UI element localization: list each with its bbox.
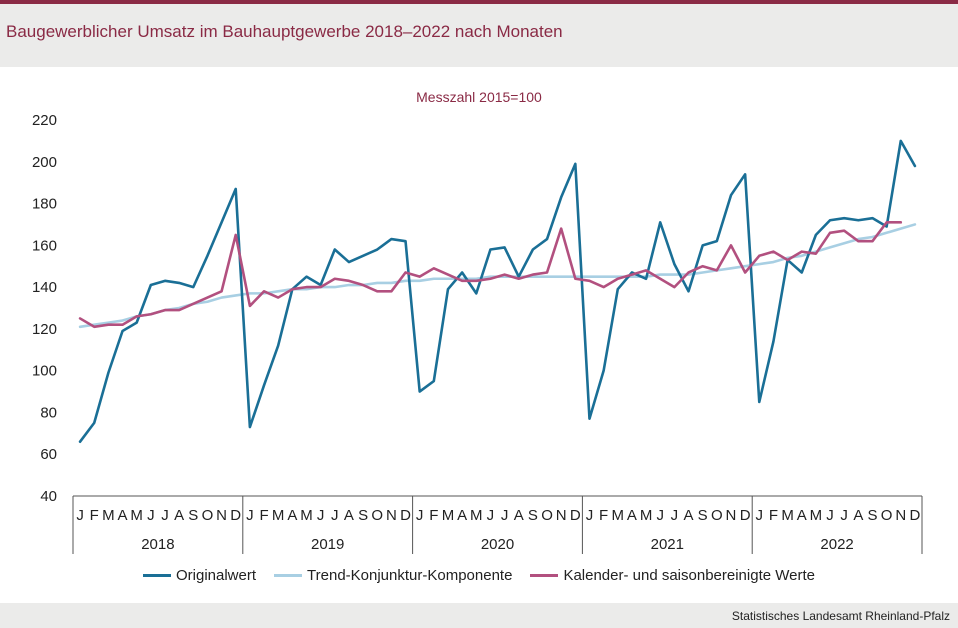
month-tick-label: A: [853, 507, 863, 524]
source-note: Statistisches Landesamt Rheinland-Pfalz: [731, 609, 950, 623]
top-accent-bar: [0, 0, 958, 4]
legend-label-trend: Trend-Konjunktur-Komponente: [307, 567, 513, 584]
y-tick-label: 220: [32, 112, 57, 129]
month-tick-label: S: [867, 507, 877, 524]
legend-item-seasonal: Kalender- und saisonbereinigte Werte: [530, 567, 815, 584]
month-tick-label: M: [442, 507, 455, 524]
year-tick-label: 2018: [141, 536, 174, 553]
month-tick-label: N: [895, 507, 906, 524]
month-tick-label: S: [528, 507, 538, 524]
month-tick-label: J: [76, 507, 84, 524]
month-tick-label: F: [429, 507, 438, 524]
chart-legend: Originalwert Trend-Konjunktur-Komponente…: [0, 567, 958, 584]
month-tick-label: A: [514, 507, 524, 524]
month-tick-label: J: [501, 507, 509, 524]
month-tick-label: S: [358, 507, 368, 524]
year-tick-label: 2020: [481, 536, 514, 553]
month-tick-label: J: [826, 507, 834, 524]
month-tick-label: M: [781, 507, 794, 524]
chart-subtitle: Messzahl 2015=100: [416, 89, 542, 105]
month-tick-label: J: [317, 507, 325, 524]
month-tick-label: J: [671, 507, 679, 524]
month-tick-label: M: [300, 507, 313, 524]
month-tick-label: N: [386, 507, 397, 524]
y-tick-label: 120: [32, 321, 57, 338]
chart-panel: Messzahl 2015=100 40 60 80 100 120 140 160 180 2…: [0, 67, 958, 603]
legend-item-original: Originalwert: [143, 567, 256, 584]
y-tick-label: 40: [40, 488, 57, 505]
month-tick-label: M: [102, 507, 115, 524]
page-title: Baugewerblicher Umsatz im Bauhauptgewerb…: [6, 22, 563, 41]
month-tick-label: M: [470, 507, 483, 524]
legend-swatch-trend: [274, 574, 303, 577]
legend-swatch-seasonal: [530, 574, 559, 577]
month-tick-label: J: [656, 507, 664, 524]
month-tick-label: F: [599, 507, 608, 524]
month-tick-label: N: [216, 507, 227, 524]
legend-label-original: Originalwert: [176, 567, 257, 584]
month-tick-label: J: [416, 507, 424, 524]
series-line-seasonal: [78, 221, 903, 329]
month-tick-label: A: [118, 507, 128, 524]
month-tick-label: J: [487, 507, 495, 524]
month-tick-label: M: [612, 507, 625, 524]
month-tick-label: J: [161, 507, 169, 524]
month-tick-label: O: [371, 507, 383, 524]
month-tick-label: A: [684, 507, 694, 524]
y-tick-label: 100: [32, 363, 57, 380]
month-tick-label: M: [130, 507, 143, 524]
legend-label-seasonal: Kalender- und saisonbereinigte Werte: [563, 567, 815, 584]
year-tick-label: 2019: [311, 536, 344, 553]
month-tick-label: D: [230, 507, 241, 524]
month-tick-label: D: [570, 507, 581, 524]
y-tick-label: 180: [32, 196, 57, 213]
month-tick-label: M: [640, 507, 653, 524]
month-tick-label: A: [174, 507, 184, 524]
y-tick-label: 160: [32, 237, 57, 254]
month-tick-label: A: [344, 507, 354, 524]
month-tick-label: M: [810, 507, 823, 524]
y-tick-label: 200: [32, 154, 57, 171]
y-tick-label: 140: [32, 279, 57, 296]
month-tick-label: O: [541, 507, 553, 524]
y-tick-label: 80: [40, 404, 57, 421]
month-tick-label: A: [457, 507, 467, 524]
month-tick-label: O: [881, 507, 893, 524]
month-tick-label: D: [910, 507, 921, 524]
month-tick-label: N: [556, 507, 567, 524]
month-tick-label: F: [259, 507, 268, 524]
month-tick-label: S: [698, 507, 708, 524]
month-tick-label: M: [272, 507, 285, 524]
month-tick-label: J: [147, 507, 155, 524]
month-tick-label: J: [756, 507, 764, 524]
legend-swatch-original: [143, 574, 171, 577]
series-line-original: [78, 139, 917, 443]
month-tick-label: S: [188, 507, 198, 524]
month-tick-label: J: [840, 507, 848, 524]
y-tick-label: 60: [40, 446, 57, 463]
month-tick-label: D: [400, 507, 411, 524]
month-tick-label: O: [711, 507, 723, 524]
month-tick-label: J: [586, 507, 594, 524]
month-tick-label: N: [726, 507, 737, 524]
month-tick-label: A: [287, 507, 297, 524]
month-tick-label: F: [90, 507, 99, 524]
month-tick-label: F: [769, 507, 778, 524]
year-tick-label: 2021: [651, 536, 684, 553]
month-tick-label: O: [202, 507, 214, 524]
month-tick-label: A: [797, 507, 807, 524]
legend-item-trend: Trend-Konjunktur-Komponente: [274, 567, 512, 584]
year-tick-label: 2022: [820, 536, 853, 553]
month-tick-label: D: [740, 507, 751, 524]
month-tick-label: J: [331, 507, 339, 524]
month-tick-label: J: [246, 507, 254, 524]
month-tick-label: A: [627, 507, 637, 524]
